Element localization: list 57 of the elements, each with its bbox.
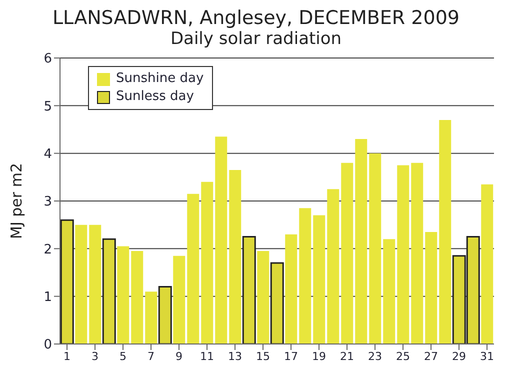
x-tick-label: 3 [92, 350, 98, 363]
bar [89, 224, 102, 344]
bar [229, 170, 242, 344]
bar [60, 219, 74, 344]
bar [313, 215, 326, 344]
bar [270, 262, 284, 344]
y-tick-label: 6 [44, 52, 52, 67]
y-tick-label: 4 [44, 146, 52, 162]
bar [397, 165, 410, 344]
bar [285, 234, 298, 344]
x-tick-label: 27 [424, 350, 438, 363]
chart-title: LLANSADWRN, Anglesey, DECEMBER 2009 [51, 7, 461, 29]
bar [75, 224, 88, 344]
x-tick-label: 19 [312, 350, 326, 363]
y-tick-label: 1 [44, 290, 52, 305]
bar [383, 239, 396, 344]
y-tick-label: 5 [44, 99, 52, 114]
bar [425, 232, 438, 344]
chart-subtitle: Daily solar radiation [169, 29, 343, 50]
bar [215, 136, 228, 344]
bar [481, 184, 494, 344]
x-tick-label: 7 [148, 350, 154, 363]
bar [439, 120, 452, 344]
x-tick-label: 15 [256, 350, 270, 363]
y-tick-label: 2 [44, 242, 52, 258]
bar [355, 139, 368, 344]
x-tick-label: 23 [368, 350, 382, 363]
bar [173, 256, 186, 344]
bar [145, 292, 158, 344]
bar [187, 194, 200, 344]
x-tick-label: 1 [64, 350, 70, 363]
x-tick-label: 31 [480, 350, 494, 363]
legend-label: Sunless day [116, 88, 194, 106]
bar [158, 286, 172, 344]
bar [327, 189, 340, 344]
legend-label: Sunshine day [116, 70, 204, 88]
bar [341, 162, 354, 344]
bar [369, 153, 382, 344]
bar [131, 251, 144, 344]
bar [117, 246, 130, 344]
x-tick-label: 17 [284, 350, 298, 363]
x-tick-label: 29 [452, 350, 466, 363]
y-tick-label: 3 [44, 194, 52, 210]
bar [411, 162, 424, 344]
x-tick-label: 5 [120, 350, 126, 363]
bar [102, 238, 116, 344]
y-tick-label: 0 [44, 338, 52, 353]
bar [257, 251, 270, 344]
bar [242, 236, 256, 344]
x-tick-label: 13 [228, 350, 242, 363]
x-tick-label: 25 [396, 350, 410, 363]
x-tick-label: 11 [200, 350, 214, 363]
bar [201, 182, 214, 344]
y-axis-title: MJ per m2 [7, 163, 26, 239]
x-tick-label: 9 [176, 350, 182, 363]
bar [299, 208, 312, 344]
x-tick-label: 21 [340, 350, 354, 363]
